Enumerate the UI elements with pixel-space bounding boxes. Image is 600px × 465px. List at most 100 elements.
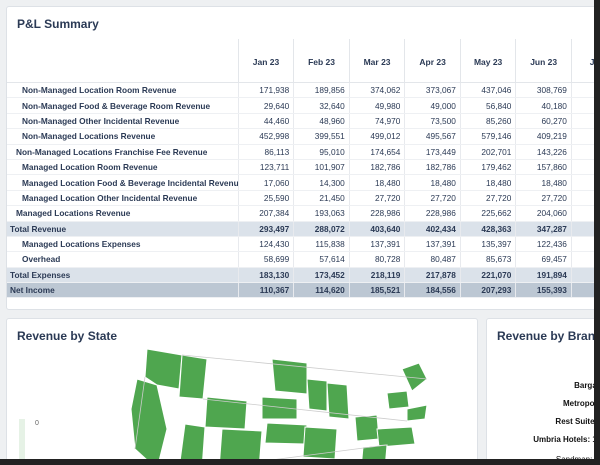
cell: 80,728 — [348, 251, 405, 268]
cell: 17,060 — [237, 174, 294, 191]
cell: 27,720 — [404, 190, 461, 207]
cell: 155,393 — [515, 282, 572, 299]
card-title: P&L Summary — [17, 17, 99, 31]
table-row: Managed Location Other Incidental Revenu… — [7, 190, 594, 207]
brand-label: Rest Suites — [555, 417, 599, 426]
table-row: Non-Managed Other Incidental Revenue 44,4… — [7, 113, 594, 130]
table-row: Non-Managed Location Room Revenue 171,938… — [7, 82, 594, 99]
cell: 217,878 — [404, 267, 461, 284]
cell: 183,130 — [237, 267, 294, 284]
cell: 207,384 — [237, 205, 294, 222]
cell: 452,998 — [237, 128, 294, 145]
table-row: Managed Locations Revenue 207,384 193,063 2… — [7, 205, 594, 222]
cell: 499,012 — [348, 128, 405, 145]
cell: 18,480 — [348, 174, 405, 191]
cell: 347,287 — [515, 221, 572, 237]
cell: 29,640 — [237, 97, 294, 114]
column-header: Jul 2 — [570, 39, 594, 83]
cell: 27,720 — [515, 190, 572, 207]
row-label: Managed Location Food & Beverage Inciden… — [7, 174, 239, 191]
table-row: Managed Locations Expenses 124,430 115,838… — [7, 236, 594, 253]
corner — [7, 39, 239, 83]
cell: 85,673 — [459, 251, 516, 268]
cell: 27,720 — [348, 190, 405, 207]
cell: 110,367 — [237, 282, 294, 299]
column-header: Mar 23 — [348, 39, 405, 83]
row-label: Total Revenue — [7, 221, 239, 237]
cell: 437,046 — [459, 82, 516, 99]
row-label: Managed Locations Expenses — [7, 236, 239, 253]
cell: 124,430 — [237, 236, 294, 253]
cell: 56,840 — [459, 97, 516, 114]
row-label: Managed Location Other Incidental Revenu… — [7, 190, 239, 207]
cell: 114,620 — [293, 282, 350, 299]
row-label: Total Expenses — [7, 267, 239, 284]
cell: 85,260 — [459, 113, 516, 130]
cell: 179,462 — [459, 159, 516, 176]
cell: 221,070 — [459, 267, 516, 284]
cell: 211 — [570, 282, 594, 299]
cell: 80,487 — [404, 251, 461, 268]
cell: 225,662 — [459, 205, 516, 222]
pl-card: P&L Summary Jan 23 Feb 23 Mar 23 Apr 23 May … — [6, 6, 594, 310]
cell: 191,894 — [515, 267, 572, 284]
table-row: Non-Managed Food & Beverage Room Revenue… — [7, 97, 594, 114]
cell: 171,938 — [237, 82, 294, 99]
cell: 14,300 — [293, 174, 350, 191]
cell: 193,063 — [293, 205, 350, 222]
state-borders — [134, 354, 428, 459]
row-label: Managed Locations Revenue — [7, 205, 239, 222]
table-row: Total Revenue 293,497 288,072 403,640 402,43… — [7, 221, 594, 237]
table-row: Net Income 110,367 114,620 185,521 184,556 20… — [7, 282, 594, 299]
card-title: Revenue by Brand — [497, 329, 600, 343]
cell: 123,711 — [237, 159, 294, 176]
column-header: Jan 23 — [237, 39, 294, 83]
us-map: 0 — [19, 348, 428, 459]
row-label: Non-Managed Location Room Revenue — [7, 82, 239, 99]
cell: 60,270 — [515, 113, 572, 130]
cell: 57,614 — [293, 251, 350, 268]
cell: 137,391 — [404, 236, 461, 253]
cell: 207,293 — [459, 282, 516, 299]
table-row: Managed Location Food & Beverage Inciden… — [7, 174, 594, 191]
column-header: Feb 23 — [293, 39, 350, 83]
cell: 27,720 — [459, 190, 516, 207]
row-label: Non-Managed Food & Beverage Room Revenue — [7, 97, 239, 114]
cell: 214 — [570, 267, 594, 284]
cell: 495,567 — [404, 128, 461, 145]
table-row: Non-Managed Locations Revenue 452,998 399,… — [7, 128, 594, 145]
row-label: Non-Managed Locations Revenue — [7, 128, 239, 145]
cell: 115,838 — [293, 236, 350, 253]
cell: 293,497 — [237, 221, 294, 237]
row-label: Overhead — [7, 251, 239, 268]
cell: 69,457 — [515, 251, 572, 268]
brand-label: Umbria Hotels: 1, — [533, 435, 599, 444]
cell: 58,699 — [237, 251, 294, 268]
row-label: Managed Location Room Revenue — [7, 159, 239, 176]
cell: 60 — [570, 128, 594, 145]
cell: 18 — [570, 174, 594, 191]
cell: 49,980 — [348, 97, 405, 114]
cell: 202,701 — [459, 144, 516, 160]
cell: 169 — [570, 159, 594, 176]
cell: 402,434 — [404, 221, 461, 237]
cell: 426 — [570, 221, 594, 237]
legend-bar — [19, 419, 25, 459]
cell: 459 — [570, 82, 594, 99]
cell: 409,219 — [515, 128, 572, 145]
row-label: Non-Managed Locations Franchise Fee Reve… — [7, 144, 239, 160]
cell: 18,480 — [515, 174, 572, 191]
cell: 44,460 — [237, 113, 294, 130]
brand-label: Bargai — [574, 381, 599, 390]
cell: 49,000 — [404, 97, 461, 114]
cell: 25,590 — [237, 190, 294, 207]
cell: 27 — [570, 190, 594, 207]
table-row: Managed Location Room Revenue 123,711 101,… — [7, 159, 594, 176]
cell: 182,786 — [404, 159, 461, 176]
cell: 228,986 — [348, 205, 405, 222]
cell: 135,397 — [459, 236, 516, 253]
cell: 428,363 — [459, 221, 516, 237]
